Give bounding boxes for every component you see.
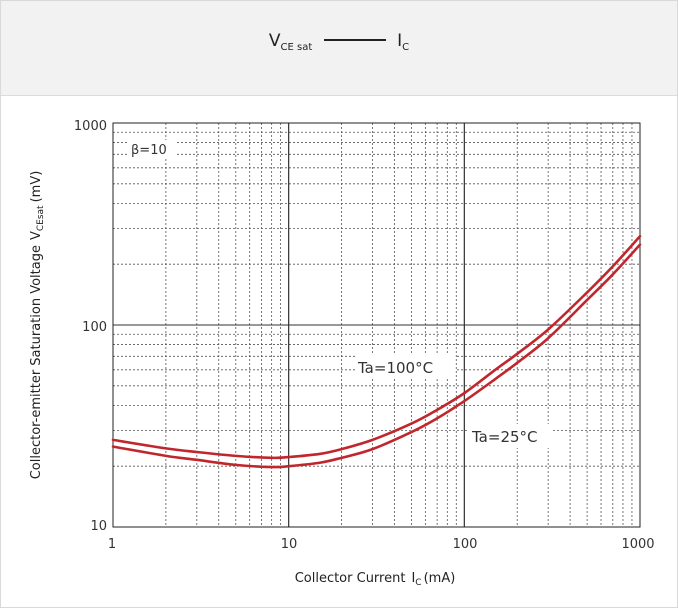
ta100-label: Ta=100°C [357, 359, 433, 377]
title-i-subscript: C [402, 42, 410, 53]
series-line-ta25 [111, 243, 642, 469]
chart-header: VCE sat IC [1, 1, 677, 96]
y-tick-label: 100 [82, 320, 107, 335]
y-tick-label: 1000 [74, 119, 107, 134]
chart-title: VCE sat IC [1, 31, 677, 53]
ta25-label: Ta=25°C [471, 428, 538, 446]
title-dash [323, 39, 386, 41]
ta25-label-bg [468, 424, 552, 448]
x-tick-label: 1000 [621, 537, 654, 552]
beta-label-bg [127, 140, 175, 158]
title-v: V [268, 31, 281, 51]
x-tick-label: 10 [281, 537, 298, 552]
title-i: I [397, 31, 403, 51]
x-axis-label: Collector Current IC (mA) [295, 571, 456, 588]
ta100-label-bg [355, 355, 455, 379]
y-axis-label: Collector-emitter Saturation VoltageVCEs… [29, 171, 46, 480]
x-tick-label: 1 [108, 537, 116, 552]
x-tick-label: 100 [453, 537, 478, 552]
series-line-ta100 [111, 234, 642, 460]
title-v-subscript: CE sat [280, 42, 313, 53]
y-tick-label: 10 [90, 519, 107, 534]
plot-area-border [112, 122, 641, 528]
beta-annotation: β=10 [131, 143, 167, 158]
series-group [111, 234, 642, 469]
